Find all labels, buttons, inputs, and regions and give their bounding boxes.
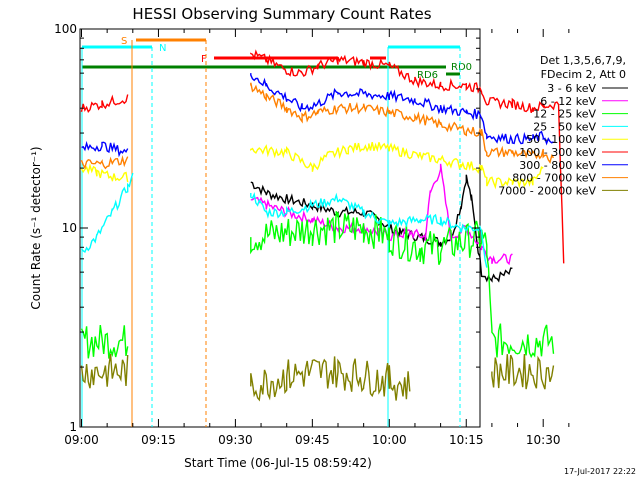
x-tick-label: 10:00 — [372, 433, 407, 447]
series-layer — [80, 49, 565, 402]
marker-rd0-label: RD0 — [451, 62, 472, 73]
y-axis-label: Count Rate (s⁻¹ detector⁻¹) — [29, 146, 43, 309]
legend-label: 3 - 6 keV — [547, 82, 596, 95]
marker-f-label: F — [201, 54, 207, 65]
y-tick-label: 10 — [62, 221, 77, 235]
x-axis-label: Start Time (06-Jul-15 08:59:42) — [184, 456, 372, 470]
series-line-7 — [80, 82, 555, 170]
x-tick-label: 09:45 — [295, 433, 330, 447]
series-line-3 — [80, 172, 488, 268]
marker-rd6-label: RD6 — [417, 70, 438, 81]
legend-label: 6 - 12 keV — [540, 95, 596, 108]
series-line-0 — [250, 174, 513, 283]
series-line-8 — [80, 353, 555, 402]
y-tick-label: 1 — [69, 420, 77, 434]
legend-header-line-2: FDecim 2, Att 0 — [541, 68, 626, 81]
legend-label: 25 - 50 keV — [533, 120, 596, 133]
x-tick-label: 10:30 — [526, 433, 561, 447]
legend-label: 800 - 7000 keV — [512, 172, 596, 185]
x-tick-label: 10:15 — [449, 433, 484, 447]
legend-label: 12 - 25 keV — [533, 108, 596, 121]
chart-title: HESSI Observing Summary Count Rates — [132, 5, 431, 23]
footer-date: 17-Jul-2017 22:22 — [564, 467, 636, 476]
series-line-5 — [80, 49, 565, 264]
marker-n-label: N — [159, 43, 166, 54]
legend-header-line-1: Det 1,3,5,6,7,9, — [540, 54, 626, 67]
marker-s-label: S — [121, 36, 127, 47]
x-tick-label: 09:15 — [141, 433, 176, 447]
series-line-2 — [80, 211, 555, 359]
series-line-6 — [81, 73, 554, 158]
y-axis-ticks: 1 10 100 — [54, 22, 480, 434]
x-tick-label: 09:00 — [64, 433, 99, 447]
x-tick-label: 09:30 — [218, 433, 253, 447]
legend-label: 300 - 800 keV — [519, 159, 596, 172]
x-axis-ticks: 09:00 09:15 09:30 09:45 10:00 10:15 10:30 — [64, 29, 570, 447]
legend-label: 100 - 300 keV — [519, 146, 596, 159]
legend-label: 7000 - 20000 keV — [498, 184, 596, 197]
series-line-4 — [80, 141, 544, 190]
y-tick-label: 100 — [54, 22, 77, 36]
legend: Det 1,3,5,6,7,9, FDecim 2, Att 0 3 - 6 k… — [498, 54, 628, 197]
legend-label: 50 - 100 keV — [526, 133, 596, 146]
